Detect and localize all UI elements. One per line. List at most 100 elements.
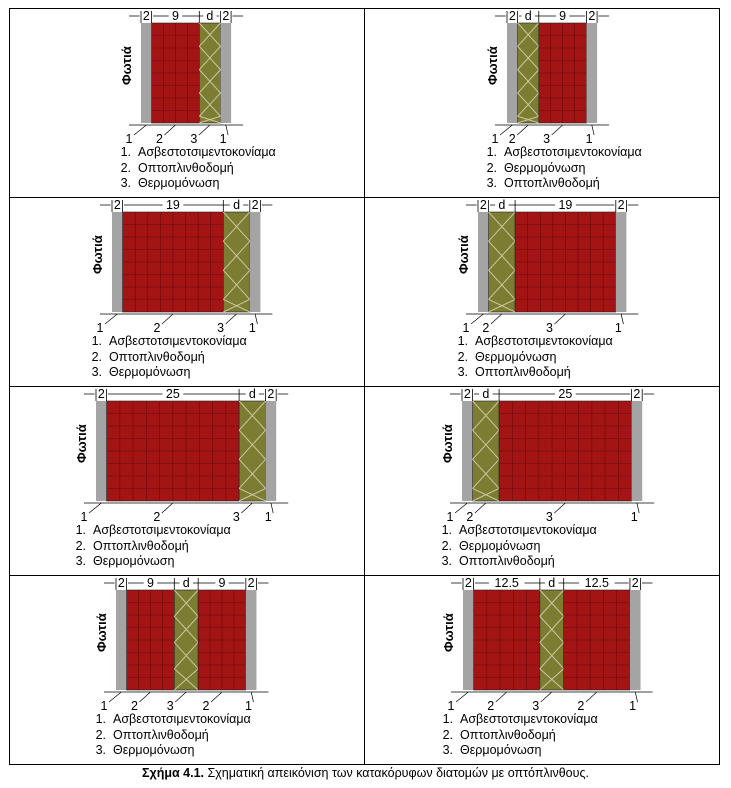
top-dimension-label: 2 xyxy=(252,198,259,212)
leader-line xyxy=(495,691,507,703)
plaster-layer xyxy=(586,23,598,123)
label-background xyxy=(614,199,628,210)
table-row-line xyxy=(9,386,720,387)
legend-text: Οπτοπλινθοδομή xyxy=(93,538,189,553)
layer-number-label: 3 xyxy=(167,699,174,713)
section-panel: 2 9 d 2 1 2 3 1 Φωτιά 1. Ασβεστοτσιμεντοκονίαμα 2. Ο… xyxy=(9,8,364,197)
layer-number-label: 2 xyxy=(153,510,160,524)
leader-line xyxy=(108,691,122,703)
legend-number: 2. xyxy=(120,160,131,175)
top-dimension-label: 2 xyxy=(480,198,487,212)
figure-table: 2 9 d 2 1 2 3 1 Φωτιά 1. Ασβεστοτσιμεντοκονίαμα 2. Ο… xyxy=(9,8,720,765)
legend-number: 1. xyxy=(457,334,468,348)
insulation-cross-hatch xyxy=(238,400,266,502)
legend-text: Θερμομόνωση xyxy=(504,160,586,175)
label-background xyxy=(110,199,124,210)
label-background xyxy=(219,10,233,21)
legend-item: 3. Θερμομόνωση xyxy=(66,554,231,570)
leader-line xyxy=(490,313,503,325)
leader-line xyxy=(174,691,187,703)
layer-number-label: 2 xyxy=(131,699,138,713)
top-dimension-label: 25 xyxy=(558,387,572,401)
legend-item: 3. Οπτοπλινθοδομή xyxy=(432,554,597,570)
layer-legend: 1. Ασβεστοτσιμεντοκονίαμα 2. Θερμομόνωση 3. Ο… xyxy=(477,145,642,192)
legend-item: 3. Θερμομόνωση xyxy=(111,176,276,192)
section-panel: 2 9 d 9 2 1 2 3 2 1 Φωτιά 1. Ασβεστοτσιμεντοκονίαμα 2… xyxy=(9,575,364,764)
section-panel: 2 12.5 d 12.5 2 1 2 3 2 1 Φωτιά 1. Ασβεστοτσιμεντοκο… xyxy=(364,575,720,764)
legend-number: 1. xyxy=(486,145,497,159)
layer-number-label: 2 xyxy=(577,699,584,713)
legend-text: Θερμομόνωση xyxy=(109,365,191,379)
top-dimension-label: d xyxy=(183,576,190,590)
top-dimension-label: 2 xyxy=(588,9,595,23)
legend-item: 1. Ασβεστοτσιμεντοκονίαμα xyxy=(111,145,276,161)
label-background xyxy=(179,577,193,588)
label-background xyxy=(505,10,519,21)
legend-number: 3. xyxy=(95,743,106,757)
leader-line xyxy=(551,124,563,136)
top-dimension-label: d xyxy=(206,9,213,23)
legend-number: 3. xyxy=(486,176,497,190)
insulation-layer xyxy=(539,589,565,691)
layer-number-label: 1 xyxy=(631,510,638,524)
top-dimension-label: 2 xyxy=(618,198,625,212)
top-dimension-label: 12.5 xyxy=(585,576,609,590)
plaster-layer xyxy=(631,401,643,501)
label-background xyxy=(555,10,570,21)
leader-line xyxy=(104,313,118,325)
label-background xyxy=(461,577,475,588)
legend-text: Ασβεστοτσιμεντοκονίαμα xyxy=(93,523,231,537)
legend-item: 3. Θερμομόνωση xyxy=(86,743,251,759)
wall-section-drawing: 2 9 d 21 2 3 1 xyxy=(126,9,244,146)
top-dimension-label: 19 xyxy=(166,198,180,212)
leader-line xyxy=(454,502,468,514)
fire-side-label: Φωτιά xyxy=(456,235,471,274)
label-background xyxy=(628,577,642,588)
leader-line xyxy=(198,124,211,136)
legend-item: 2. Οπτοπλινθοδομή xyxy=(82,350,247,366)
leader-line xyxy=(455,691,469,703)
plaster-layer xyxy=(116,590,127,690)
legend-number: 2. xyxy=(75,538,86,553)
legend-number: 3. xyxy=(120,176,131,190)
layer-number-label: 2 xyxy=(203,699,210,713)
layer-legend: 1. Ασβεστοτσιμεντοκονίαμα 2. Θερμομόνωση 3. Ο… xyxy=(432,523,597,570)
layer-number-label: 1 xyxy=(447,510,454,524)
figure-caption: Σχήμα 4.1. Σχηματική απεικόνιση των κατα… xyxy=(0,766,731,780)
leader-line xyxy=(470,313,484,325)
legend-text: Οπτοπλινθοδομή xyxy=(475,365,571,379)
fire-side-label: Φωτιά xyxy=(485,46,500,85)
leader-line xyxy=(88,502,102,514)
wall-section-drawing: 2 19 d 21 2 3 1 xyxy=(97,198,273,335)
legend-number: 3. xyxy=(442,743,453,757)
insulation-cross-hatch xyxy=(539,589,565,691)
layer-number-label: 1 xyxy=(492,132,499,146)
top-dimension-label: 9 xyxy=(219,576,226,590)
wall-section-drawing: 2 9 d 9 2 1 2 3 2 1 xyxy=(101,576,269,713)
legend-number: 3. xyxy=(457,365,468,379)
layer-legend: 1. Ασβεστοτσιμεντοκονίαμα 2. Οπτοπλινθοδομή… xyxy=(433,712,598,759)
table-row-line xyxy=(9,197,720,198)
layer-legend: 1. Ασβεστοτσιμεντοκονίαμα 2. Θερμομόνωση 3. Ο… xyxy=(448,334,613,381)
label-background xyxy=(244,577,258,588)
legend-text: Θερμομόνωση xyxy=(113,743,195,757)
top-dimension-label: d xyxy=(233,198,240,212)
legend-item: 1. Ασβεστοτσιμεντοκονίαμα xyxy=(82,334,247,350)
top-dimension-label: 2 xyxy=(509,9,516,23)
plaster-layer xyxy=(96,401,107,501)
layer-number-label: 1 xyxy=(97,321,104,335)
plaster-layer xyxy=(249,212,261,312)
legend-item: 1. Ασβεστοτσιμεντοκονίαμα xyxy=(477,145,642,161)
legend-item: 1. Ασβεστοτσιμεντοκονίαμα xyxy=(66,523,231,539)
leader-line xyxy=(225,313,237,325)
layer-number-label: 2 xyxy=(487,699,494,713)
top-dimension-label: 2 xyxy=(465,576,472,590)
plaster-layer xyxy=(220,23,232,123)
layer-number-label: 1 xyxy=(81,510,88,524)
legend-text: Θερμομόνωση xyxy=(475,349,557,364)
plaster-layer xyxy=(141,23,152,123)
legend-number: 1. xyxy=(75,523,86,537)
insulation-cross-hatch xyxy=(198,22,221,124)
insulation-layer xyxy=(174,589,199,691)
legend-text: Οπτοπλινθοδομή xyxy=(504,176,600,190)
